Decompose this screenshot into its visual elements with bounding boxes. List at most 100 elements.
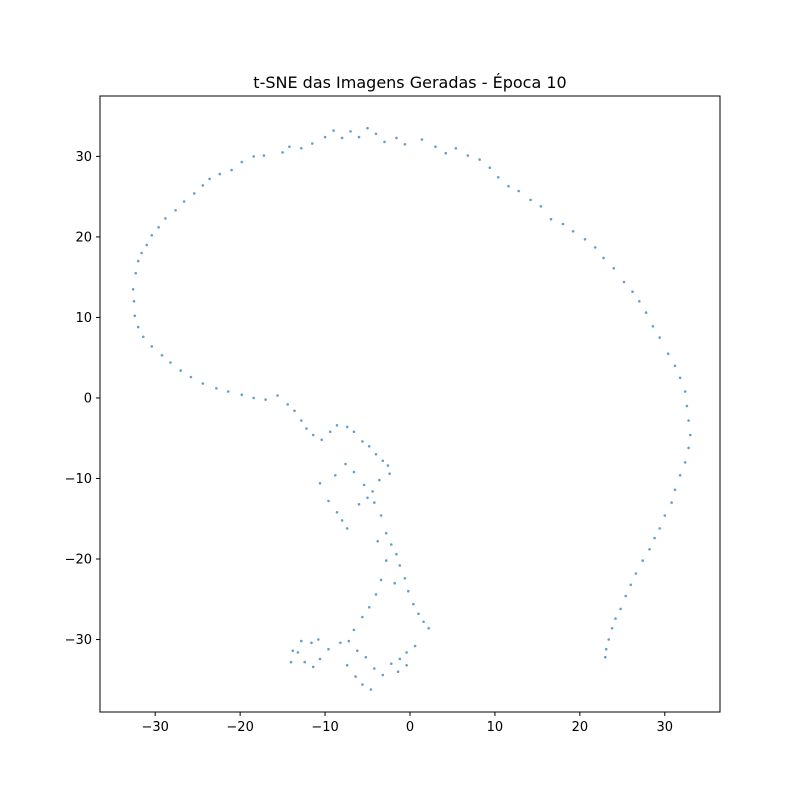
scatter-point [678,376,682,380]
scatter-point [201,184,205,187]
scatter-point [384,559,388,562]
y-tick-label: −20 [65,553,92,568]
scatter-point [403,143,407,146]
scatter-point [374,453,378,456]
scatter-point [417,612,420,616]
scatter-point [413,644,417,648]
scatter-point [300,419,303,422]
scatter-point [529,198,532,202]
scatter-point [164,217,167,220]
scatter-point [683,461,687,464]
scatter-point [131,288,135,291]
scatter-point [328,430,332,434]
scatter-point [357,135,361,139]
scatter-point [296,651,300,654]
scatter-point [604,655,607,659]
scatter-point [140,251,143,255]
scatter-point [339,641,342,645]
scatter-point [289,660,293,664]
x-axis: −30 −20 −10 0 10 20 30 [141,712,673,735]
scatter-point [133,314,137,318]
scatter-point [454,147,458,150]
x-tick-label: 20 [572,720,589,735]
x-tick-label: −10 [311,720,338,735]
y-tick-label: 20 [75,230,92,245]
scatter-point [288,145,291,148]
scatter-point [310,641,313,645]
scatter-point [602,256,605,260]
scatter-point [403,577,407,580]
scatter-point [583,238,587,241]
scatter-point [405,651,408,654]
scatter-point [347,639,351,643]
scatter-point [478,158,481,161]
scatter-point [230,168,233,172]
scatter-point [150,345,154,348]
scatter-point [673,488,677,492]
scatter-point [658,336,661,339]
x-tick-label: −30 [141,720,168,735]
scatter-point [361,440,364,443]
scatter-point [373,667,376,670]
scatter-point [549,217,553,221]
scatter-point [398,564,402,567]
y-axis: −30 −20 −10 0 10 20 30 [65,150,100,648]
scatter-point [376,540,380,543]
scatter-point [381,673,385,677]
scatter-point [201,382,205,385]
scatter-point [318,657,322,661]
scatter-point [286,403,290,406]
scatter-point [393,581,397,585]
scatter-point [262,154,266,157]
scatter-point [405,664,408,667]
scatter-point [539,205,543,208]
scatter-point [132,300,136,303]
scatter-point [345,664,349,667]
scatter-point [142,335,145,339]
chart-title: t-SNE das Imagens Geradas - Época 10 [253,73,566,92]
scatter-point [378,478,381,482]
scatter-point [658,527,661,530]
scatter-point [208,177,211,181]
scatter-point [327,499,330,503]
scatter-point [344,462,347,466]
scatter-point [362,483,366,487]
x-tick-label: −20 [226,720,253,735]
scatter-point [687,419,690,422]
scatter-point [136,259,140,263]
scatter-point [334,474,337,477]
scatter-point [381,459,385,463]
scatter-point [345,527,349,530]
y-tick-label: −30 [65,633,92,648]
scatter-point [311,142,314,145]
scatter-points [131,126,692,691]
scatter-point [352,430,356,434]
scatter-point [610,627,614,630]
scatter-point [398,657,402,661]
scatter-point [150,234,154,237]
scatter-point [136,325,140,329]
scatter-point [624,594,627,598]
scatter-point [169,361,172,364]
scatter-point [281,151,284,154]
y-tick-label: 10 [75,311,92,326]
scatter-point [488,166,492,169]
scatter-point [648,548,651,551]
scatter-point [311,665,315,669]
scatter-point [318,482,322,485]
y-tick-label: 0 [84,391,92,406]
scatter-point [293,409,296,413]
scatter-point [427,627,431,630]
scatter-point [193,192,196,195]
scatter-point [179,369,182,372]
scatter-point [317,638,320,641]
scatter-point [593,246,597,249]
scatter-point [323,135,327,139]
scatter-point [352,628,356,632]
scatter-point [571,230,575,233]
scatter-point [607,638,610,641]
scatter-point [252,396,255,400]
scatter-point [666,352,670,356]
